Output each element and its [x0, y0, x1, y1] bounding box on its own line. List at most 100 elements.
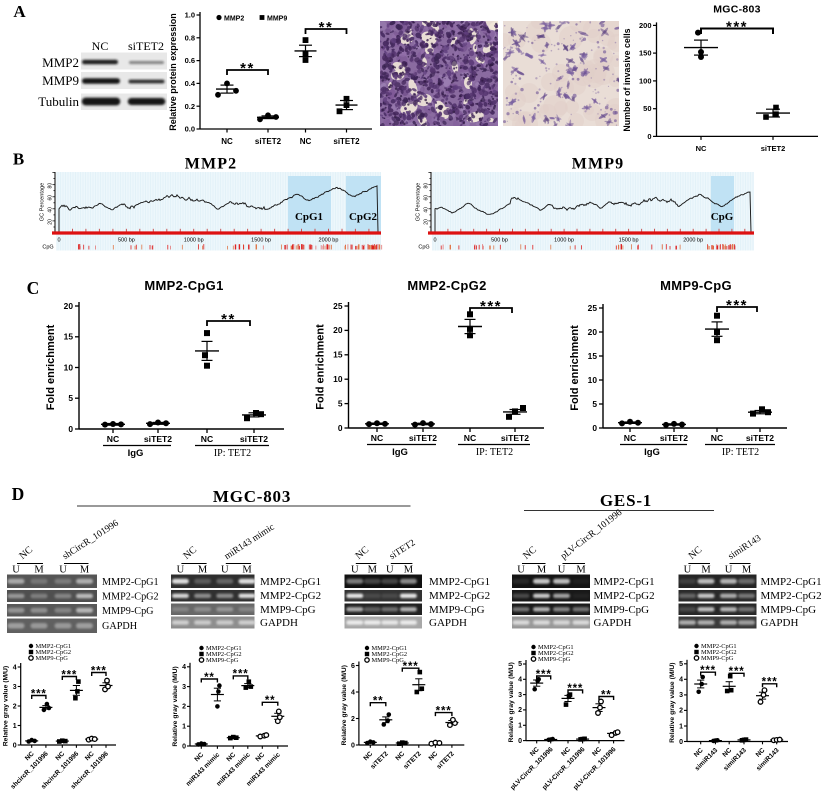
svg-text:1: 1	[518, 723, 522, 730]
svg-text:**: **	[265, 695, 276, 707]
svg-text:MMP2-CpG2: MMP2-CpG2	[538, 650, 574, 657]
svg-text:**: **	[204, 672, 215, 684]
svg-text:***: ***	[436, 705, 452, 717]
svg-text:MMP2-CpG1: MMP2-CpG1	[36, 643, 72, 650]
svg-text:MMP2-CpG1: MMP2-CpG1	[538, 644, 574, 651]
svg-text:IP: TET2: IP: TET2	[476, 447, 513, 458]
svg-text:MMP2-CpG1: MMP2-CpG1	[701, 643, 737, 650]
svg-text:MMP2: MMP2	[185, 156, 237, 173]
svg-text:CpG: CpG	[418, 245, 429, 251]
svg-text:0.8: 0.8	[185, 33, 195, 42]
svg-text:MMP9: MMP9	[572, 156, 624, 173]
svg-text:0: 0	[351, 742, 355, 749]
svg-text:siTET2: siTET2	[333, 137, 360, 146]
svg-text:NC: NC	[92, 39, 109, 53]
svg-text:C: C	[27, 278, 40, 298]
svg-text:15: 15	[588, 351, 598, 361]
svg-text:100: 100	[639, 77, 652, 86]
svg-text:NC: NC	[107, 434, 119, 444]
svg-text:MMP2-CpG2: MMP2-CpG2	[761, 590, 822, 602]
svg-text:MMP9: MMP9	[42, 73, 79, 88]
svg-text:NC: NC	[363, 750, 375, 762]
svg-text:NC: NC	[353, 544, 371, 562]
svg-text:80: 80	[48, 183, 54, 189]
svg-text:siTET2: siTET2	[255, 137, 282, 146]
svg-text:GC Percentage: GC Percentage	[40, 183, 46, 222]
svg-text:MMP2: MMP2	[224, 15, 244, 22]
svg-text:***: ***	[403, 661, 419, 673]
svg-text:10: 10	[64, 362, 74, 372]
svg-text:NC: NC	[529, 746, 541, 758]
svg-text:20: 20	[588, 327, 598, 337]
svg-text:U: U	[558, 565, 566, 576]
svg-text:MMP2-CpG2: MMP2-CpG2	[594, 590, 655, 602]
svg-text:***: ***	[31, 688, 47, 700]
svg-text:IgG: IgG	[392, 447, 408, 458]
svg-text:GAPDH: GAPDH	[429, 617, 467, 629]
svg-text:2: 2	[518, 707, 522, 714]
svg-text:NC: NC	[255, 751, 267, 763]
svg-text:1000 bp: 1000 bp	[554, 238, 574, 244]
svg-text:0.2: 0.2	[185, 102, 195, 111]
svg-text:***: ***	[61, 669, 77, 681]
svg-text:U: U	[517, 565, 525, 576]
svg-text:M: M	[34, 565, 44, 576]
svg-text:4: 4	[182, 664, 186, 671]
svg-text:0: 0	[679, 739, 683, 746]
svg-text:siTET2: siTET2	[409, 433, 437, 443]
svg-text:GES-1: GES-1	[600, 491, 652, 510]
svg-text:MMP2: MMP2	[42, 55, 79, 70]
svg-text:B: B	[13, 150, 24, 169]
svg-text:siTET2: siTET2	[369, 750, 389, 770]
svg-text:60: 60	[424, 195, 430, 201]
svg-text:Fold enrichment: Fold enrichment	[315, 324, 327, 410]
svg-text:***: ***	[233, 669, 249, 681]
svg-text:shCircR_101996: shCircR_101996	[61, 518, 121, 562]
svg-text:D: D	[12, 484, 25, 504]
svg-text:Relative gray value (M/U): Relative gray value (M/U)	[172, 666, 179, 746]
svg-text:MMP2-CpG1: MMP2-CpG1	[761, 576, 822, 588]
svg-text:Tubulin: Tubulin	[38, 94, 79, 109]
svg-text:siTET2: siTET2	[388, 538, 418, 562]
svg-text:MMP2-CpG1: MMP2-CpG1	[429, 576, 490, 588]
svg-text:20: 20	[47, 219, 53, 225]
svg-text:MMP2-CpG2: MMP2-CpG2	[206, 651, 242, 658]
svg-text:2: 2	[351, 716, 355, 723]
svg-text:siTET2: siTET2	[240, 434, 268, 444]
svg-text:NC: NC	[24, 750, 36, 762]
svg-text:10: 10	[588, 375, 598, 385]
svg-text:6: 6	[351, 663, 355, 670]
svg-text:500 bp: 500 bp	[491, 238, 508, 244]
svg-text:M: M	[80, 565, 90, 576]
svg-text:2000 bp: 2000 bp	[683, 238, 703, 244]
svg-text:MGC-803: MGC-803	[713, 4, 761, 16]
svg-text:NC: NC	[624, 433, 636, 443]
svg-text:NC: NC	[395, 750, 407, 762]
svg-text:MMP9-CpG: MMP9-CpG	[36, 655, 69, 662]
svg-text:500 bp: 500 bp	[118, 238, 135, 244]
svg-text:**: **	[601, 689, 612, 701]
svg-text:4: 4	[351, 689, 355, 696]
svg-text:MMP2-CpG2: MMP2-CpG2	[429, 590, 490, 602]
svg-text:Relative gray value (M/U): Relative gray value (M/U)	[508, 662, 515, 742]
svg-text:NC: NC	[687, 544, 705, 562]
svg-text:0.6: 0.6	[185, 56, 195, 65]
svg-text:MMP9-CpG: MMP9-CpG	[260, 604, 316, 616]
svg-text:CpG2: CpG2	[349, 211, 378, 223]
svg-text:**: **	[240, 60, 255, 77]
svg-text:5: 5	[518, 661, 522, 668]
svg-text:MMP9-CpG: MMP9-CpG	[429, 604, 485, 616]
svg-text:NC: NC	[181, 544, 199, 562]
svg-text:5: 5	[338, 398, 343, 408]
svg-text:NC: NC	[84, 750, 96, 762]
svg-text:M: M	[576, 565, 586, 576]
svg-text:M: M	[368, 565, 378, 576]
svg-text:Fold enrichment: Fold enrichment	[569, 325, 581, 411]
svg-text:miR143 mimic: miR143 mimic	[223, 522, 276, 562]
svg-text:MMP9: MMP9	[267, 15, 287, 22]
svg-text:IP: TET2: IP: TET2	[214, 448, 251, 459]
svg-text:2: 2	[13, 703, 17, 710]
svg-text:0: 0	[647, 132, 651, 141]
svg-text:1.0: 1.0	[185, 11, 195, 20]
svg-text:GAPDH: GAPDH	[761, 617, 799, 629]
